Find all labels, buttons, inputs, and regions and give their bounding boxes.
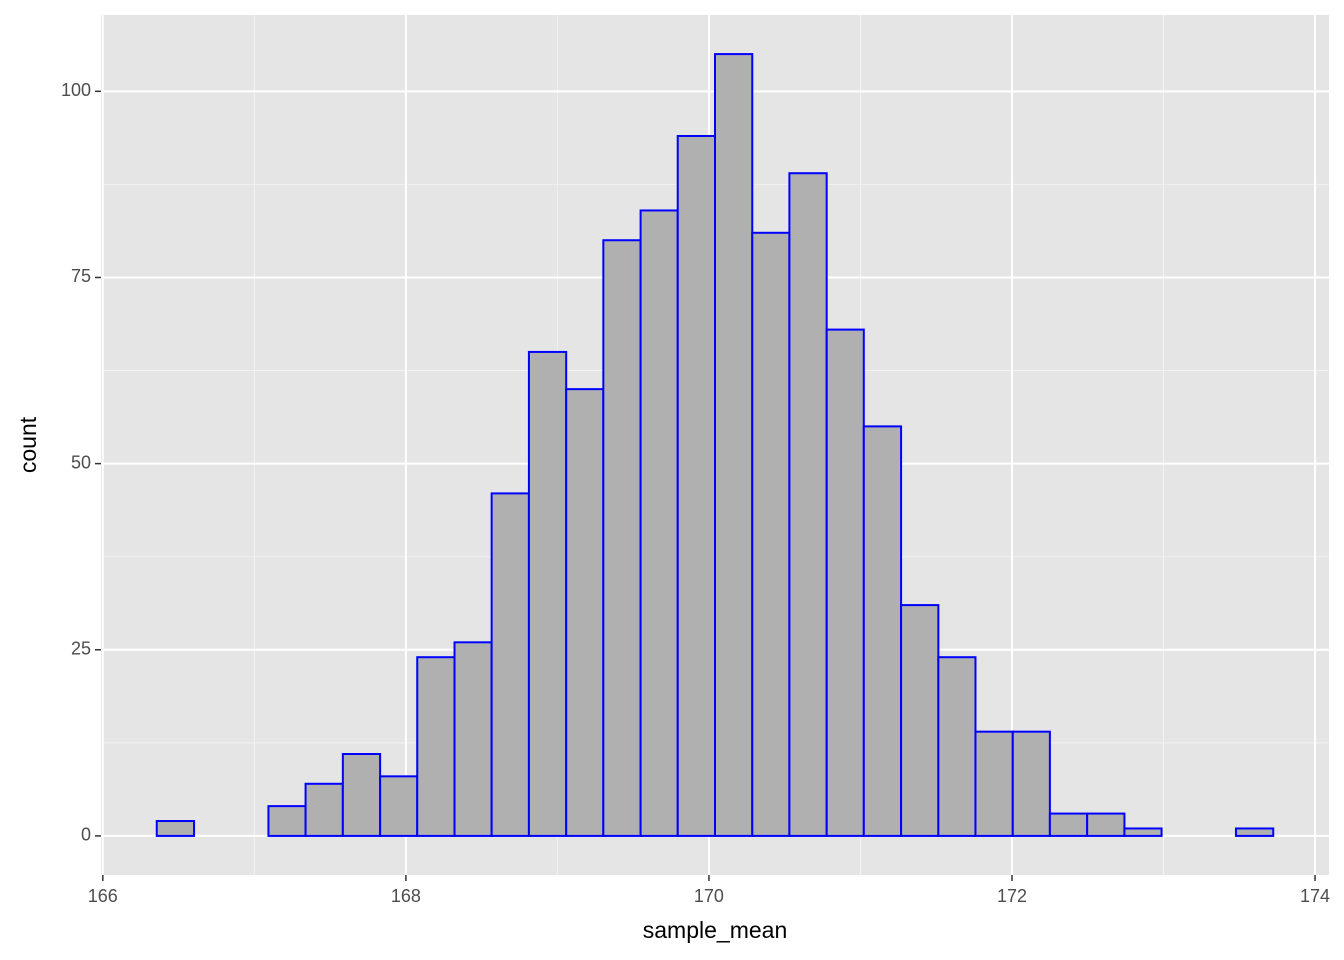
x-tick-label: 172: [997, 886, 1027, 906]
x-axis-title: sample_mean: [643, 917, 787, 943]
bar: [267, 805, 307, 837]
y-tick-label: 25: [71, 639, 91, 659]
bar: [1123, 827, 1163, 837]
y-tick-label: 50: [71, 452, 91, 472]
bar: [341, 753, 382, 837]
bar: [304, 782, 344, 837]
bar: [974, 730, 1014, 837]
bar: [490, 492, 530, 837]
y-tick-label: 0: [81, 825, 91, 845]
bar: [453, 641, 493, 837]
y-tick-label: 100: [61, 80, 91, 100]
bar: [565, 388, 605, 837]
bar: [379, 775, 419, 837]
bar: [155, 820, 196, 837]
bar: [714, 53, 754, 837]
bar: [676, 134, 716, 837]
x-tick-label: 166: [88, 886, 118, 906]
x-tick-label: 170: [694, 886, 724, 906]
y-tick-label: 75: [71, 266, 91, 286]
bar: [527, 350, 568, 837]
x-tick-label: 174: [1300, 886, 1330, 906]
bar: [602, 239, 642, 837]
bar: [788, 172, 828, 837]
x-tick-label: 168: [391, 886, 421, 906]
bars: [155, 53, 1275, 837]
bar: [937, 656, 977, 837]
bar: [416, 656, 456, 837]
bar: [1048, 812, 1089, 837]
bar: [1234, 827, 1275, 837]
bar: [751, 231, 791, 837]
axes: 166 168 170 172 174 0 25 50 75 100: [61, 80, 1330, 906]
bar: [825, 328, 865, 837]
bar: [862, 425, 903, 837]
bar: [639, 209, 679, 837]
bar: [1011, 730, 1051, 837]
y-axis-title: count: [15, 416, 41, 473]
bar: [900, 604, 940, 837]
bar: [1086, 812, 1126, 837]
